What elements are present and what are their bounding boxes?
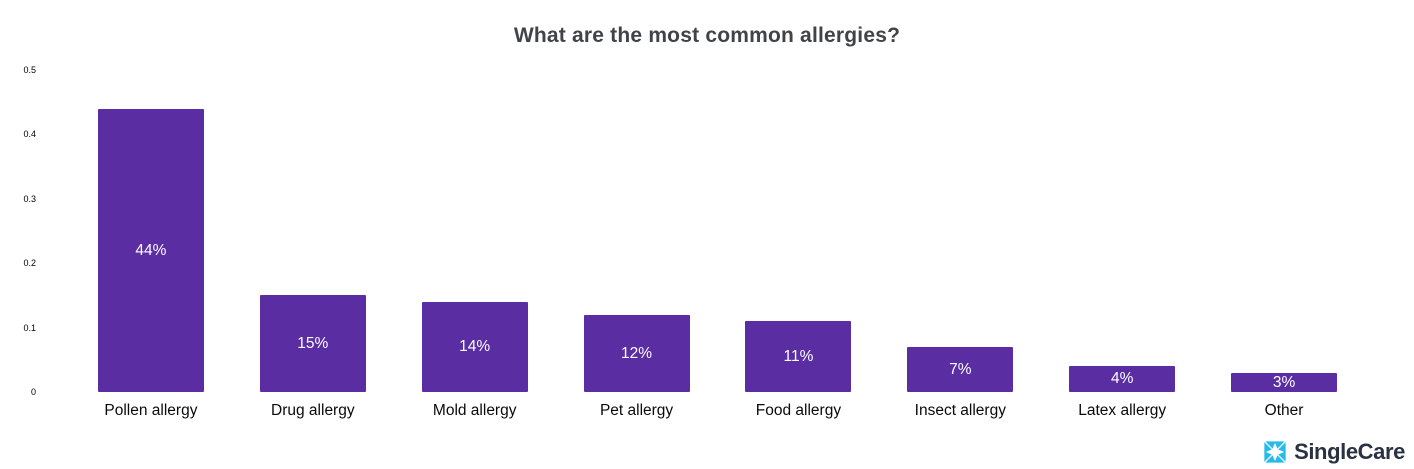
bar-value-label: 7% xyxy=(949,360,972,378)
brand-logo: SingleCare xyxy=(1262,439,1405,465)
y-tick-label: 0 xyxy=(30,387,36,397)
bar-column-mold-allergy: 14% xyxy=(394,70,556,392)
x-label-mold-allergy: Mold allergy xyxy=(432,402,517,419)
bar-column-pet-allergy: 12% xyxy=(556,70,718,392)
bar-column-food-allergy: 11% xyxy=(718,70,880,392)
x-label-drug-allergy: Drug allergy xyxy=(271,402,355,419)
bar-column-other: 3% xyxy=(1203,70,1365,392)
x-label-food-allergy: Food allergy xyxy=(755,402,842,419)
chart-title: What are the most common allergies? xyxy=(513,24,901,47)
y-tick-label: 0.2 xyxy=(23,258,36,269)
bar-value-label: 15% xyxy=(297,334,329,352)
bar-value-label: 4% xyxy=(1110,370,1134,388)
x-label-insect-allergy: Insect allergy xyxy=(914,402,1006,419)
bar-pollen-allergy: 44% xyxy=(97,108,204,392)
y-tick-label: 0.1 xyxy=(23,322,36,333)
bar-value-label: 44% xyxy=(135,241,167,259)
y-axis: 0 0.1 0.2 0.3 0.4 0.5 xyxy=(0,0,36,469)
bar-column-drug-allergy: 15% xyxy=(232,70,394,392)
bar-food-allergy: 11% xyxy=(745,321,852,392)
bar-other: 3% xyxy=(1231,372,1338,392)
x-label-pollen-allergy: Pollen allergy xyxy=(104,402,198,419)
bar-insect-allergy: 7% xyxy=(907,346,1014,392)
bar-value-label: 11% xyxy=(783,347,814,365)
bar-latex-allergy: 4% xyxy=(1069,366,1176,392)
bar-value-label: 14% xyxy=(459,338,491,356)
bar-drug-allergy: 15% xyxy=(259,295,366,392)
bar-column-insect-allergy: 7% xyxy=(879,70,1041,392)
singlecare-diamond-icon xyxy=(1263,440,1287,464)
y-tick-label: 0.5 xyxy=(23,65,36,75)
x-axis-labels: Pollen allergy Drug allergy Mold allergy Pe… xyxy=(70,402,1365,420)
y-tick-label: 0.4 xyxy=(23,129,36,140)
x-label-pet-allergy: Pet allergy xyxy=(599,402,674,419)
x-label-other: Other xyxy=(1264,402,1304,419)
brand-name: SingleCare xyxy=(1294,439,1405,464)
bar-column-latex-allergy: 4% xyxy=(1041,70,1203,392)
x-label-latex-allergy: Latex allergy xyxy=(1078,402,1167,419)
bar-column-pollen-allergy: 44% xyxy=(70,70,232,392)
y-tick-label: 0.3 xyxy=(23,193,36,204)
bar-mold-allergy: 14% xyxy=(421,301,528,392)
bar-value-label: 12% xyxy=(621,344,653,362)
bar-value-label: 3% xyxy=(1272,373,1296,391)
bar-pet-allergy: 12% xyxy=(583,314,690,392)
plot-area: 44% 15% 14% 12% 11% 7% 4% 3% xyxy=(70,70,1365,392)
